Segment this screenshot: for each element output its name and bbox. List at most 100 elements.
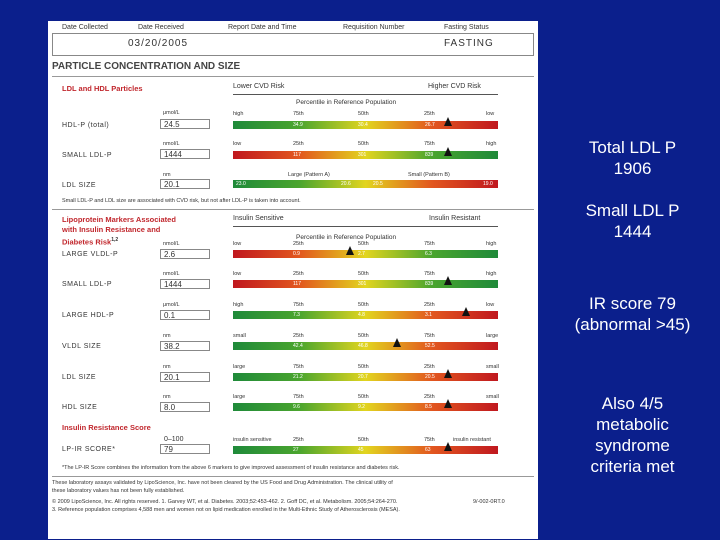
tick-label: 25th [424, 302, 435, 308]
unit: nm [163, 394, 171, 400]
bar-value: 46.8 [358, 343, 368, 349]
tick-label: 25th [424, 364, 435, 370]
tick-label: 50th [358, 141, 369, 147]
tick-label: 75th [293, 111, 304, 117]
tick-label: large [486, 333, 499, 339]
heading-line: Diabetes Risk [62, 237, 112, 247]
footnote-validation-2: these laboratory values has not been ful… [52, 488, 185, 494]
result-marker [443, 399, 452, 408]
bar-value: 839 [425, 152, 434, 158]
bar-value: 20.7 [358, 374, 368, 380]
percentile-bar: 7.3 4.8 3.1 [233, 311, 498, 319]
tick-label: 25th [293, 333, 304, 339]
tick-label: 75th [424, 141, 435, 147]
lab-report: Date Collected Date Received Report Date… [48, 21, 538, 539]
tick-label: high [486, 271, 497, 277]
percentile-bar: 34.9 30.4 26.7 [233, 121, 498, 129]
lpir-bar: 27 45 63 [233, 446, 498, 454]
section1-heading: LDL and HDL Particles [62, 84, 143, 93]
tick-label: small [233, 333, 246, 339]
bar-value: 23.0 [236, 181, 246, 187]
side-note-line: Small LDL P [585, 201, 680, 220]
fasting-value: FASTING [444, 38, 494, 49]
tick-label: small [486, 364, 499, 370]
result-marker [443, 147, 452, 156]
side-note-line: syndrome [595, 436, 670, 455]
row-label: LARGE VLDL-P [62, 251, 119, 258]
tick-label: large [233, 364, 246, 370]
side-note-metabolic: Also 4/5 metabolic syndrome criteria met [545, 393, 720, 477]
side-note-line: IR score 79 [589, 294, 676, 313]
bar-value: 839 [425, 281, 434, 287]
tick-label: 75th [293, 394, 304, 400]
bar-value: 20.6 [341, 181, 351, 187]
lower-risk-label: Lower CVD Risk [233, 83, 285, 90]
tick-label: low [233, 241, 242, 247]
bar-value: 301 [358, 152, 367, 158]
row-label: VLDL SIZE [62, 343, 102, 350]
tick-label: 50th [358, 364, 369, 370]
header-report-date: Report Date and Time [228, 24, 297, 31]
header-field-row [52, 33, 534, 56]
result-marker [443, 276, 452, 285]
row-label: HDL SIZE [62, 404, 98, 411]
bar-value: 19.0 [483, 181, 493, 187]
bar-value: 20.5 [373, 181, 383, 187]
result-marker [393, 338, 402, 347]
result-marker [443, 369, 452, 378]
bar-value: 27 [293, 447, 299, 453]
side-note-total-ldlp: Total LDL P 1906 [545, 137, 720, 179]
section3-heading: Insulin Resistance Score [62, 423, 151, 432]
insulin-resistant-label: Insulin Resistant [429, 215, 481, 222]
row-value: 1444 [160, 279, 210, 289]
tick-label: 75th [293, 364, 304, 370]
tick-label: 50th [358, 437, 369, 443]
heading-line: with Insulin Resistance and [62, 225, 161, 234]
date-received-value: 03/20/2005 [128, 38, 189, 49]
section1-note: Small LDL-P and LDL size are associated … [62, 198, 301, 204]
risk-arrow [233, 226, 498, 227]
bar-value: 42.4 [293, 343, 303, 349]
bar-value: 2.7 [358, 251, 365, 257]
side-note-line: metabolic [596, 415, 669, 434]
bar-value: 117 [293, 281, 301, 287]
tick-label: 50th [358, 302, 369, 308]
row-value: 38.2 [160, 341, 210, 351]
side-note-line: 1906 [613, 159, 652, 178]
tick-label: 75th [424, 437, 435, 443]
section1-percentile-label: Percentile in Reference Population [296, 99, 397, 106]
tick-label: insulin resistant [453, 437, 491, 443]
tick-label: high [486, 241, 497, 247]
unit: μmol/L [163, 110, 180, 116]
tick-label: 25th [424, 394, 435, 400]
percentile-bar: 21.2 20.7 20.5 [233, 373, 498, 381]
row-label: SMALL LDL-P [62, 281, 112, 288]
bar-value: 52.5 [425, 343, 435, 349]
tick-label: high [233, 302, 244, 308]
section-divider [52, 209, 534, 210]
unit: nmol/L [163, 241, 180, 247]
header-date-received: Date Received [138, 24, 184, 31]
bar-value: 20.5 [425, 374, 435, 380]
row-value: 2.6 [160, 249, 210, 259]
unit: nmol/L [163, 271, 180, 277]
bar-value: 9.2 [358, 404, 365, 410]
result-marker [443, 442, 452, 451]
bar-value: 45 [358, 447, 364, 453]
unit: nmol/L [163, 141, 180, 147]
ldl-size-value: 20.1 [160, 179, 210, 189]
side-note-line: Also 4/5 [601, 394, 664, 413]
report-title: PARTICLE CONCENTRATION AND SIZE [52, 61, 241, 72]
side-note-line: Total LDL P [588, 138, 677, 157]
tick-label: Large (Pattern A) [288, 172, 330, 178]
small-ldlp-value: 1444 [160, 149, 210, 159]
bar-value: 9.6 [293, 404, 300, 410]
result-marker [345, 246, 354, 255]
tick-label: high [486, 141, 497, 147]
bar-value: 301 [358, 281, 367, 287]
bar-value: 8.5 [425, 404, 432, 410]
footnote-population: 3. Reference population comprises 4,588 … [52, 507, 400, 513]
percentile-bar: 117 301 839 [233, 280, 498, 288]
section2-percentile-label: Percentile in Reference Population [296, 234, 397, 241]
form-code: 9/-002-0RT.0 [473, 499, 505, 505]
